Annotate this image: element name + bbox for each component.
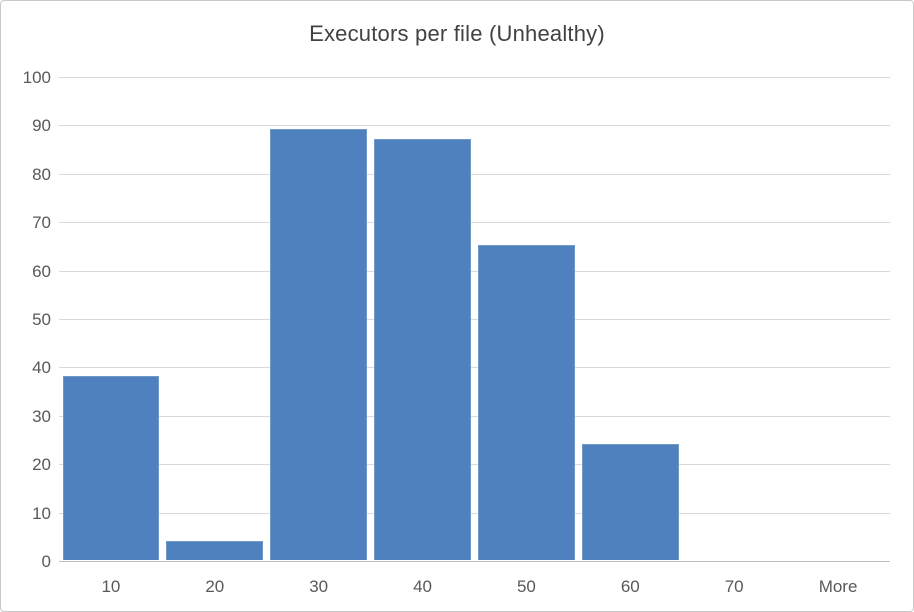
plot-area	[59, 77, 890, 562]
y-tick-label: 20	[32, 455, 51, 475]
x-tick-label: 60	[620, 577, 640, 596]
gridline	[59, 77, 890, 78]
gridline	[59, 367, 890, 369]
x-tick-label: 10	[101, 577, 121, 596]
gridline	[59, 270, 890, 272]
bar-30	[270, 129, 368, 560]
bar-10	[62, 376, 160, 560]
x-tick-label: 30	[309, 577, 329, 596]
gridline	[59, 464, 890, 466]
bar-60	[581, 443, 679, 560]
y-tick-label: 90	[32, 116, 51, 136]
y-tick-label: 40	[32, 358, 51, 378]
y-tick-label: 70	[32, 213, 51, 233]
y-tick-label: 100	[22, 68, 51, 87]
chart-title: Executors per file (Unhealthy)	[309, 21, 605, 46]
bar-50	[478, 245, 575, 560]
bar-20	[166, 540, 264, 560]
y-tick-label: 60	[32, 261, 51, 281]
gridline	[59, 415, 890, 417]
x-tick-label: 40	[413, 577, 433, 596]
gridline	[59, 222, 890, 224]
x-tick-label: More	[818, 577, 858, 596]
y-tick-label: 30	[32, 406, 51, 426]
gridline	[59, 512, 890, 514]
y-tick-label: 10	[32, 503, 51, 523]
x-tick-label: 70	[724, 577, 744, 596]
x-tick-label: 20	[205, 577, 225, 596]
x-tick-label: 50	[516, 577, 536, 596]
x-axis-line	[59, 561, 890, 562]
bar-40	[374, 138, 471, 560]
gridline	[59, 319, 890, 320]
gridline	[59, 125, 890, 127]
y-tick-label: 80	[32, 164, 51, 184]
y-tick-label: 50	[32, 310, 51, 329]
gridline	[59, 173, 890, 175]
y-tick-label: 0	[41, 552, 51, 571]
